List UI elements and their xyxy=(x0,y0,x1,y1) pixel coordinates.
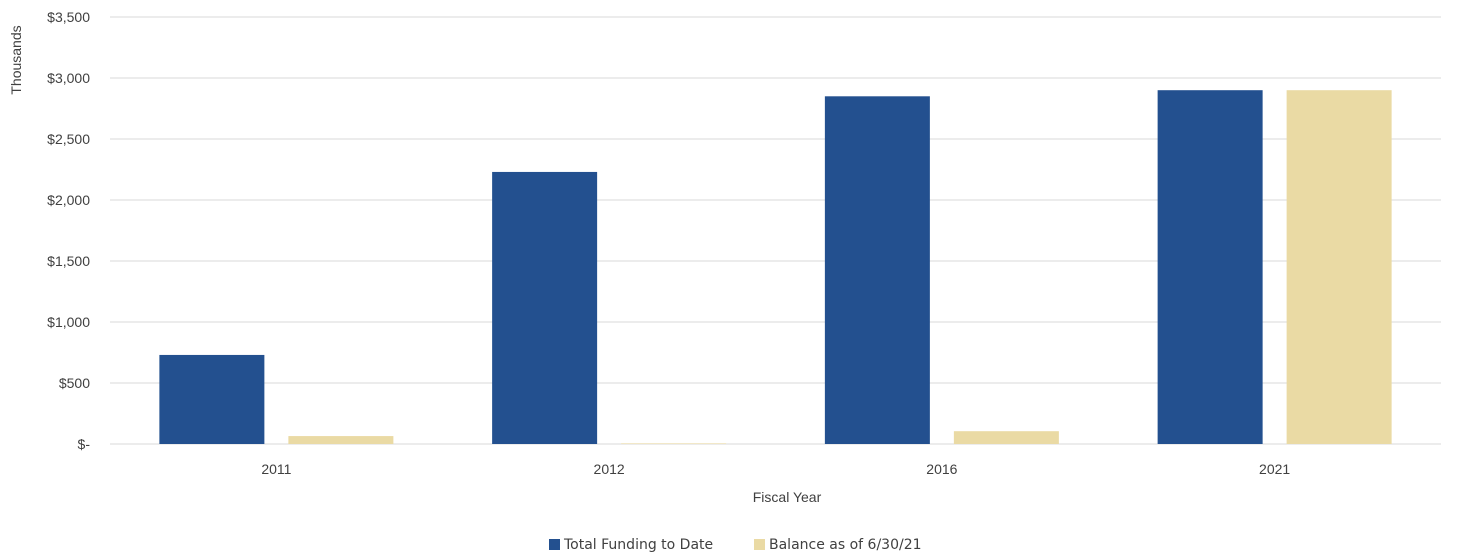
y-axis-title: Thousands xyxy=(8,25,24,94)
legend-swatch-balance xyxy=(754,539,765,550)
y-tick-label: $3,000 xyxy=(47,70,90,86)
legend-label-total-funding: Total Funding to Date xyxy=(563,537,713,553)
y-tick-label: $1,500 xyxy=(47,253,90,269)
y-axis-ticks: $- $500 $1,000 $1,500 $2,000 $2,500 $3,000 $3,5… xyxy=(47,9,90,452)
bar xyxy=(492,171,598,444)
legend: Total Funding to Date Balance as of 6/30… xyxy=(549,537,922,553)
x-tick-label: 2016 xyxy=(926,461,957,477)
y-tick-label: $2,000 xyxy=(47,192,90,208)
bar xyxy=(824,96,930,445)
legend-swatch-total-funding xyxy=(549,539,560,550)
y-tick-label: $3,500 xyxy=(47,9,90,25)
x-axis-title: Fiscal Year xyxy=(753,489,822,505)
y-tick-label: $500 xyxy=(59,375,90,391)
y-tick-label: $1,000 xyxy=(47,314,90,330)
y-tick-label: $- xyxy=(78,436,91,452)
bar xyxy=(1286,90,1392,444)
legend-label-balance: Balance as of 6/30/21 xyxy=(769,537,922,553)
bars xyxy=(159,90,1392,445)
x-tick-label: 2011 xyxy=(261,461,291,477)
x-tick-label: 2021 xyxy=(1259,461,1290,477)
x-tick-label: 2012 xyxy=(594,461,625,477)
bar xyxy=(159,354,265,444)
x-axis-ticks: 2011 2012 2016 2021 xyxy=(261,461,1290,477)
bar xyxy=(953,431,1059,444)
bar xyxy=(288,436,394,444)
y-tick-label: $2,500 xyxy=(47,131,90,147)
gridlines xyxy=(110,16,1441,445)
bar xyxy=(1157,90,1263,444)
bar xyxy=(621,443,727,444)
